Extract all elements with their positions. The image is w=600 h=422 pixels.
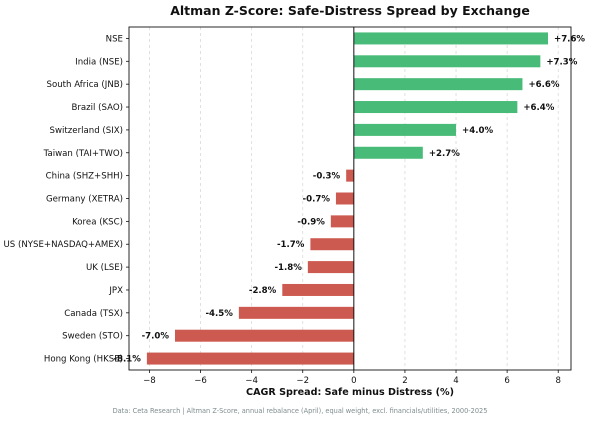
category-label: Germany (XETRA) bbox=[46, 195, 123, 205]
data-label: -0.9% bbox=[297, 217, 325, 227]
data-label: -1.8% bbox=[274, 263, 302, 273]
x-axis-label: CAGR Spread: Safe minus Distress (%) bbox=[246, 387, 454, 398]
bar bbox=[282, 283, 354, 296]
category-label: Canada (TSX) bbox=[64, 309, 123, 319]
chart-title: Altman Z-Score: Safe-Distress Spread by … bbox=[170, 3, 530, 18]
bar bbox=[307, 261, 354, 274]
data-label: -0.3% bbox=[313, 172, 341, 182]
data-label: +4.0% bbox=[462, 126, 493, 136]
data-label: -1.7% bbox=[277, 240, 305, 250]
category-label: Brazil (SAO) bbox=[71, 103, 123, 113]
x-tick-label: 6 bbox=[504, 376, 509, 386]
data-label: +2.7% bbox=[429, 149, 460, 159]
bar bbox=[353, 146, 423, 159]
category-label: China (SHZ+SHH) bbox=[46, 172, 123, 182]
bar bbox=[353, 101, 518, 114]
footnote: Data: Ceta Research | Altman Z-Score, an… bbox=[113, 407, 488, 415]
plot-area: NSE India (NSE) South Africa (JNB) Brazil (… bbox=[4, 26, 585, 386]
bar bbox=[174, 329, 354, 342]
category-label: Taiwan (TAI+TWO) bbox=[43, 149, 123, 159]
x-tick-label: 8 bbox=[555, 376, 560, 386]
bar bbox=[310, 238, 354, 251]
category-label: NSE bbox=[106, 34, 123, 44]
category-label: UK (LSE) bbox=[86, 263, 123, 273]
x-tick-label: −4 bbox=[245, 376, 258, 386]
category-label: Korea (KSC) bbox=[72, 217, 123, 227]
bar bbox=[335, 192, 354, 205]
x-tick-label: 0 bbox=[351, 376, 356, 386]
x-tick-label: −6 bbox=[194, 376, 207, 386]
data-label: +7.6% bbox=[554, 34, 585, 44]
bar bbox=[353, 123, 457, 136]
data-label: -0.7% bbox=[303, 195, 331, 205]
bar bbox=[353, 78, 523, 91]
bar bbox=[330, 215, 354, 228]
data-label: -8.1% bbox=[113, 355, 141, 365]
x-tick-label: 4 bbox=[453, 376, 458, 386]
x-tick-label: −8 bbox=[143, 376, 156, 386]
bar bbox=[146, 352, 354, 365]
data-label: +6.6% bbox=[528, 80, 559, 90]
category-label: Switzerland (SIX) bbox=[50, 126, 123, 136]
category-label: Sweden (STO) bbox=[62, 332, 123, 342]
data-label: +7.3% bbox=[546, 57, 577, 67]
x-tick-label: −2 bbox=[296, 376, 309, 386]
category-label: US (NYSE+NASDAQ+AMEX) bbox=[4, 240, 123, 250]
bar bbox=[353, 32, 549, 45]
data-label: +6.4% bbox=[523, 103, 554, 113]
data-label: -2.8% bbox=[249, 286, 277, 296]
data-label: -4.5% bbox=[205, 309, 233, 319]
category-label: JPX bbox=[108, 286, 123, 296]
bar bbox=[346, 169, 354, 182]
bar bbox=[238, 306, 354, 319]
data-label: -7.0% bbox=[142, 332, 170, 342]
category-label: Hong Kong (HKSE) bbox=[44, 355, 123, 365]
x-tick-label: 2 bbox=[402, 376, 407, 386]
bar bbox=[353, 55, 541, 68]
category-label: South Africa (JNB) bbox=[46, 80, 123, 90]
category-label: India (NSE) bbox=[75, 57, 123, 67]
